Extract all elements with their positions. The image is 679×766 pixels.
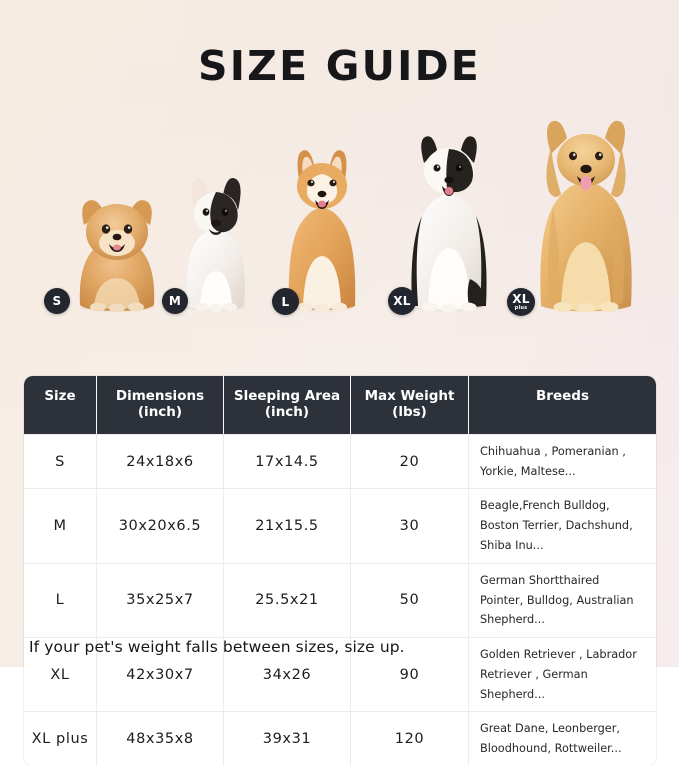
cell-breeds: Golden Retriever , Labrador Retriever , … bbox=[480, 648, 637, 701]
shiba-inu-icon bbox=[288, 150, 356, 312]
column-header-max-weight-label: Max Weight bbox=[364, 388, 455, 404]
size-badge-s: S bbox=[44, 288, 70, 314]
size-badge-s-label: S bbox=[52, 294, 62, 308]
column-header-dimensions-unit: (inch) bbox=[137, 404, 183, 421]
cell-sleeping-area: 21x15.5 bbox=[224, 489, 351, 563]
cell-breeds: Beagle,French Bulldog, Boston Terrier, D… bbox=[480, 499, 633, 552]
size-badge-xl-plus-sublabel: plus bbox=[514, 305, 528, 311]
column-header-sleeping-area-label: Sleeping Area bbox=[233, 388, 341, 404]
table-row: S 24x18x6 17x14.5 20 Chihuahua , Pomeran… bbox=[24, 433, 656, 489]
size-badge-xl-plus: XL plus bbox=[507, 288, 535, 316]
cell-max-weight: 20 bbox=[351, 434, 469, 489]
dog-figure-m: M bbox=[162, 170, 260, 314]
cell-dimensions: 30x20x6.5 bbox=[97, 489, 224, 563]
column-header-dimensions: Dimensions (inch) bbox=[97, 376, 224, 434]
cell-breeds: Great Dane, Leonberger, Bloodhound, Rott… bbox=[480, 722, 622, 756]
dog-figure-s: S bbox=[44, 187, 172, 314]
cell-sleeping-area: 25.5x21 bbox=[224, 563, 351, 638]
column-header-size-label: Size bbox=[44, 388, 76, 404]
cell-size: L bbox=[24, 563, 97, 638]
table-row: L 35x25x7 25.5x21 50 German Shortthaired… bbox=[24, 562, 656, 638]
cell-dimensions: 24x18x6 bbox=[97, 434, 224, 489]
column-header-sleeping-area: Sleeping Area (inch) bbox=[224, 376, 351, 434]
size-table: Size Dimensions (inch) Sleeping Area (in… bbox=[24, 376, 656, 766]
cell-sleeping-area: 17x14.5 bbox=[224, 434, 351, 489]
cell-sleeping-area: 39x31 bbox=[224, 712, 351, 766]
table-header-row: Size Dimensions (inch) Sleeping Area (in… bbox=[24, 376, 656, 434]
cell-max-weight: 30 bbox=[351, 489, 469, 563]
size-badge-m-label: M bbox=[168, 294, 182, 308]
cell-size: S bbox=[24, 434, 97, 489]
cell-size: M bbox=[24, 489, 97, 563]
column-header-max-weight-unit: (lbs) bbox=[392, 404, 427, 421]
size-badge-xl-plus-label: XL bbox=[512, 292, 530, 306]
column-header-breeds: Breeds bbox=[469, 376, 656, 434]
border-collie-icon bbox=[411, 136, 487, 312]
french-bulldog-icon bbox=[186, 178, 246, 312]
size-badge-xl-label: XL bbox=[393, 294, 411, 308]
size-badge-l-label: L bbox=[281, 294, 290, 309]
dog-illustration-row: S bbox=[0, 120, 679, 330]
dog-figure-xl: XL bbox=[388, 129, 500, 315]
table-row: M 30x20x6.5 21x15.5 30 Beagle,French Bul… bbox=[24, 488, 656, 563]
page-title: SIZE GUIDE bbox=[197, 42, 482, 90]
table-row: XL plus 48x35x8 39x31 120 Great Dane, Le… bbox=[24, 711, 656, 766]
cell-dimensions: 35x25x7 bbox=[97, 563, 224, 638]
pomeranian-icon bbox=[79, 200, 155, 312]
size-badge-xl: XL bbox=[388, 287, 416, 315]
column-header-dimensions-label: Dimensions bbox=[115, 388, 205, 404]
cell-dimensions: 48x35x8 bbox=[97, 712, 224, 766]
cell-breeds: Chihuahua , Pomeranian , Yorkie, Maltese… bbox=[480, 444, 626, 478]
column-header-size: Size bbox=[24, 376, 97, 434]
cell-max-weight: 120 bbox=[351, 712, 469, 766]
footer-note: If your pet's weight falls between sizes… bbox=[29, 638, 405, 656]
cell-max-weight: 50 bbox=[351, 563, 469, 638]
dog-figure-xl-plus: XL plus bbox=[507, 118, 647, 316]
column-header-breeds-label: Breeds bbox=[536, 388, 589, 404]
cell-size: XL plus bbox=[24, 712, 97, 766]
cell-breeds: German Shortthaired Pointer, Bulldog, Au… bbox=[480, 573, 634, 627]
size-badge-l: L bbox=[272, 288, 299, 315]
column-header-max-weight: Max Weight (lbs) bbox=[351, 376, 469, 434]
size-badge-m: M bbox=[162, 288, 188, 314]
golden-retriever-icon bbox=[540, 120, 632, 312]
column-header-sleeping-area-unit: (inch) bbox=[264, 404, 310, 421]
dog-figure-l: L bbox=[272, 144, 367, 315]
